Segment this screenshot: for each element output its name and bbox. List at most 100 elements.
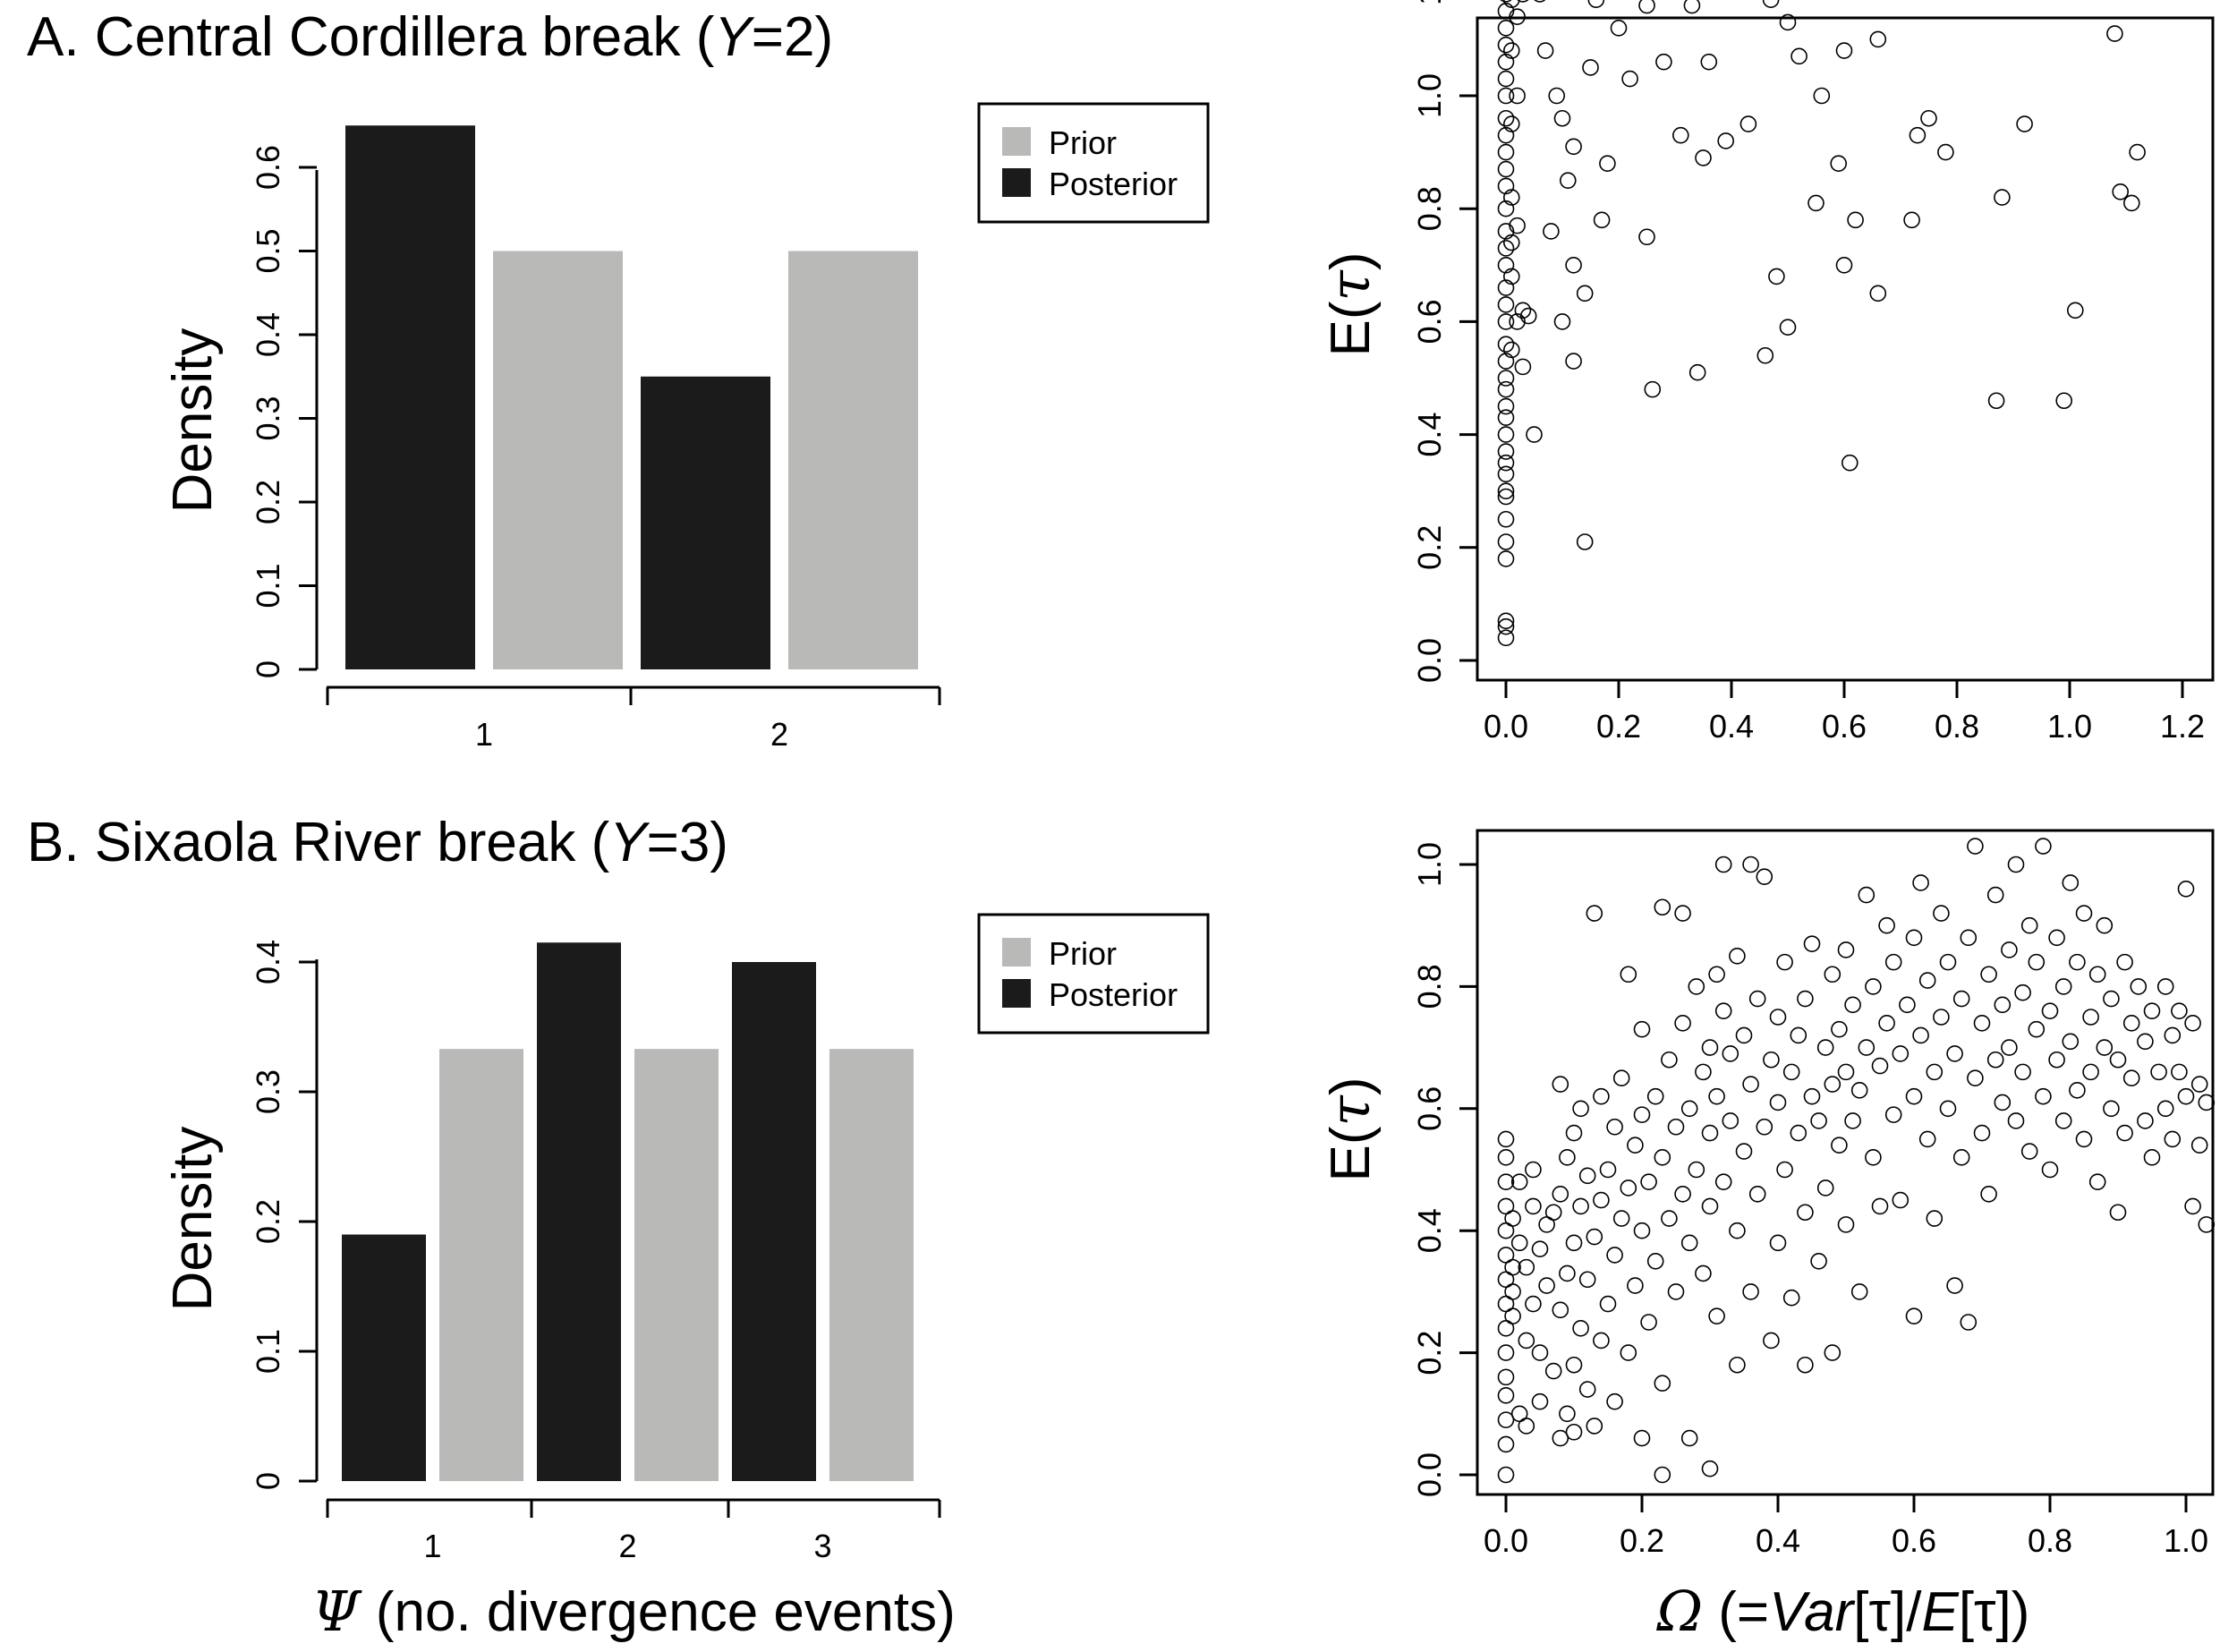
scatter-point [1695, 1265, 1712, 1282]
scatter-point [1937, 143, 1954, 161]
scatter-point [1756, 1118, 1773, 1136]
scatter-point [1552, 1429, 1569, 1447]
scatter-point [1714, 1002, 1732, 1019]
scatter-point [1933, 1009, 1950, 1026]
scatter-point [1769, 1234, 1787, 1252]
scatter-point [1680, 1234, 1698, 1252]
y-tick-label: 0.4 [250, 940, 286, 984]
scatter-point [1756, 868, 1773, 885]
scatter-point [1722, 1112, 1739, 1129]
scatter-point [1654, 1375, 1671, 1392]
x-tick-label: 0.0 [1484, 1522, 1528, 1559]
y-tick-label: 0.8 [1411, 964, 1448, 1009]
x-tick-label: 0.8 [1935, 708, 1979, 745]
scatter-point [1994, 189, 2011, 206]
scatter-point [1644, 380, 1662, 398]
scatter-point [2054, 1112, 2072, 1129]
scatter-point [1510, 1234, 1528, 1252]
x-tick-label: 1.2 [2160, 708, 2205, 745]
scatter-point [1544, 1362, 1562, 1380]
scatter-point [2001, 941, 2018, 958]
scatter-point [1939, 1100, 1957, 1118]
scatter-point [1497, 87, 1515, 105]
scatter-point [2164, 1026, 2182, 1044]
scatter-point [1735, 1143, 1753, 1160]
scatter-point [1552, 1076, 1569, 1093]
bar-posterior-1 [345, 125, 475, 669]
scatter-point [1688, 363, 1706, 381]
scatter-point [1497, 488, 1515, 506]
scatter-point [1497, 482, 1515, 500]
scatter-point [2069, 1082, 2086, 1099]
scatter-point [1576, 533, 1594, 550]
scatter-point [1742, 856, 1759, 873]
scatter-point [1586, 1228, 1603, 1246]
scatter-point [1729, 948, 1746, 965]
scatter-point [1654, 1466, 1671, 1484]
panel-a-bar-chart: 0 0.1 0.2 0.3 0.4 0.5 0.6 1 2 Density Prior Pos… [162, 102, 1210, 753]
scatter-point [1973, 1124, 1991, 1142]
scatter-point [1606, 1118, 1623, 1136]
scatter-point [1514, 358, 1532, 376]
plot-frame [1476, 16, 2215, 682]
scatter-point [2035, 838, 2052, 855]
scatter-point [1672, 126, 1689, 144]
scatter-point [2122, 1069, 2140, 1086]
scatter-point [1497, 3, 1515, 20]
scatter-point [1586, 1418, 1603, 1435]
y-tick-label: 0.0 [1411, 638, 1448, 683]
scatter-point [1892, 1191, 1910, 1209]
scatter-point [1497, 533, 1515, 550]
x-tick-label: 0.2 [1620, 1522, 1664, 1559]
scatter-point [1952, 1149, 1970, 1166]
scatter-point [1742, 1076, 1759, 1093]
scatter-point [1518, 1258, 1535, 1276]
scatter-point [1680, 1100, 1698, 1118]
scatter-point [1912, 1026, 1929, 1044]
scatter-point [1986, 1051, 2004, 1069]
y-tick-label: 1.0 [1411, 842, 1448, 887]
scatter-point [1531, 1240, 1549, 1257]
scatter-point [1871, 1057, 1889, 1075]
scatter-point [1763, 1332, 1780, 1350]
scatter-point [1525, 1161, 1542, 1179]
scatter-point [1790, 1026, 1807, 1044]
scatter-point [2143, 1002, 2161, 1019]
scatter-point [1509, 87, 1526, 105]
legend-swatch-prior [1002, 938, 1031, 967]
scatter-point [1565, 256, 1582, 274]
scatter-point [1497, 143, 1515, 161]
scatter-point [1797, 1204, 1814, 1222]
bar-prior-2 [788, 251, 918, 669]
y-axis-label: Density [162, 1127, 224, 1312]
scatter-point [2130, 978, 2148, 995]
scatter-point [1869, 285, 1887, 302]
legend-label-prior: Prior [1049, 124, 1117, 161]
scatter-point [1980, 1185, 1997, 1203]
y-tick-label: 0.2 [250, 480, 286, 524]
scatter-point [1674, 1185, 1691, 1203]
scatter-point [1905, 929, 1923, 947]
scatter-point [1899, 996, 1916, 1014]
scatter-point [2088, 1173, 2106, 1190]
scatter-point [1903, 211, 1920, 229]
scatter-point [2055, 392, 2072, 410]
scatter-point [1548, 87, 1565, 105]
scatter-point [1518, 1418, 1535, 1435]
scatter-point [1994, 996, 2012, 1014]
scatter-point [1661, 1210, 1678, 1227]
scatter-point [1621, 70, 1638, 88]
scatter-point [1714, 1173, 1732, 1190]
scatter-point [1525, 1295, 1542, 1313]
scatter-point [1497, 160, 1515, 178]
scatter-point [1497, 1435, 1515, 1453]
scatter-point [2156, 978, 2174, 995]
scatter-point [1504, 1283, 1521, 1300]
scatter-point [1756, 346, 1774, 364]
scatter-point [2190, 1076, 2208, 1093]
scatter-point [2109, 1051, 2127, 1069]
scatter-point [1559, 1149, 1576, 1166]
scatter-point [1620, 1179, 1637, 1196]
scatter-point [1497, 256, 1515, 274]
scatter-point [1538, 1277, 1555, 1294]
